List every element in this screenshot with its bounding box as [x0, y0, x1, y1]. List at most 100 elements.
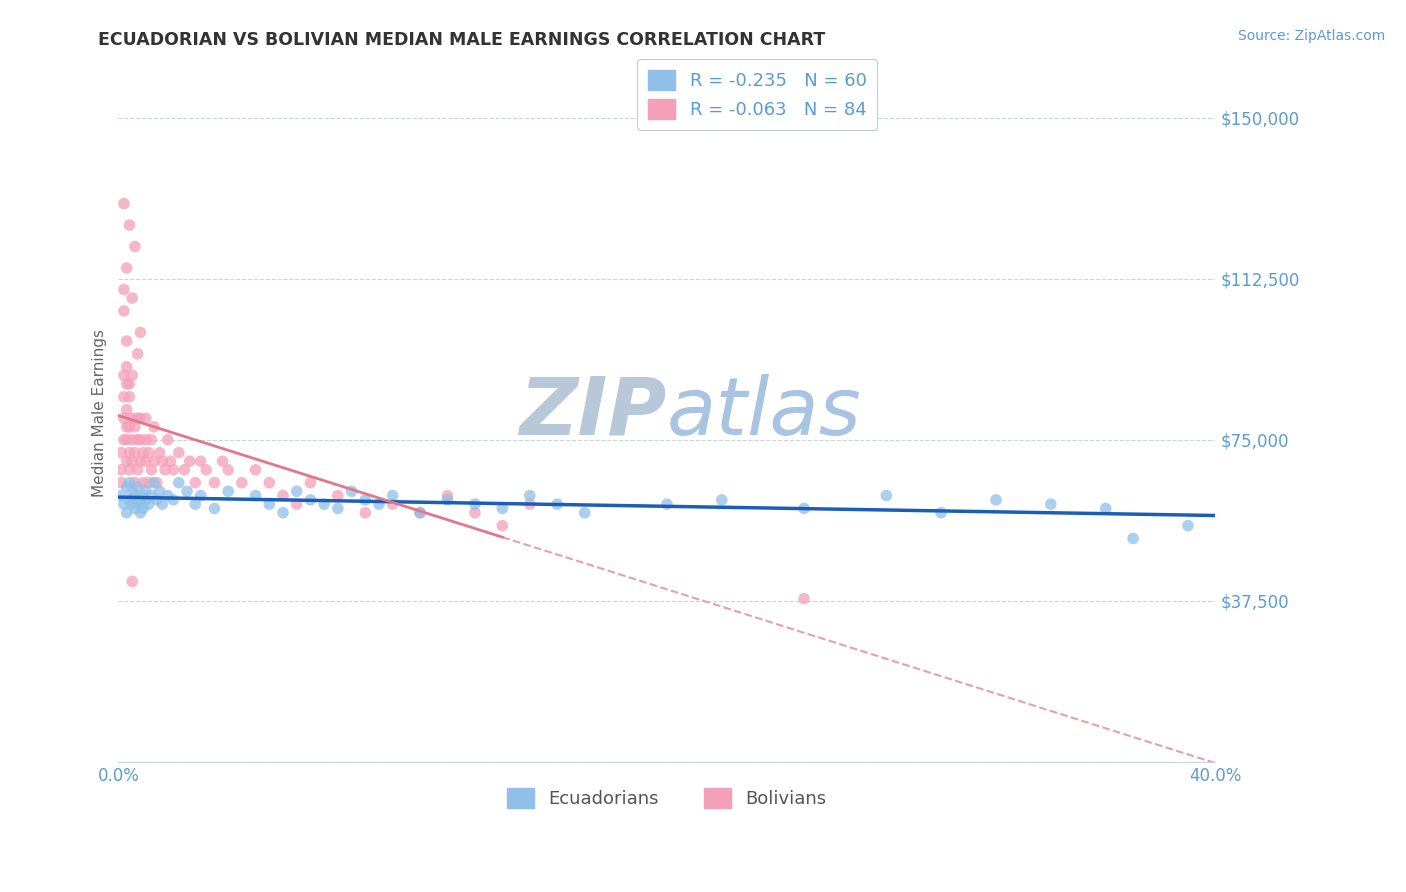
Point: [118, 492, 141, 507]
Point: [112, 283, 135, 297]
Point: [436, 492, 458, 507]
Point: [127, 480, 149, 494]
Point: [381, 489, 404, 503]
Point: [129, 411, 152, 425]
Point: [135, 492, 157, 507]
Point: [519, 489, 541, 503]
Point: [118, 445, 141, 459]
Point: [159, 454, 181, 468]
Point: [409, 506, 432, 520]
Point: [217, 484, 239, 499]
Point: [121, 291, 143, 305]
Point: [655, 497, 678, 511]
Point: [110, 463, 132, 477]
Text: Source: ZipAtlas.com: Source: ZipAtlas.com: [1237, 29, 1385, 43]
Point: [115, 433, 138, 447]
Point: [1094, 501, 1116, 516]
Point: [173, 463, 195, 477]
Point: [285, 497, 308, 511]
Point: [245, 489, 267, 503]
Point: [184, 497, 207, 511]
Point: [162, 492, 184, 507]
Point: [121, 411, 143, 425]
Point: [984, 492, 1007, 507]
Text: atlas: atlas: [666, 374, 862, 452]
Point: [115, 334, 138, 348]
Point: [110, 489, 132, 503]
Point: [217, 463, 239, 477]
Point: [354, 506, 377, 520]
Point: [132, 489, 155, 503]
Point: [127, 492, 149, 507]
Point: [162, 463, 184, 477]
Point: [124, 501, 146, 516]
Legend: Ecuadorians, Bolivians: Ecuadorians, Bolivians: [499, 781, 834, 815]
Point: [124, 489, 146, 503]
Point: [710, 492, 733, 507]
Point: [110, 475, 132, 490]
Point: [115, 454, 138, 468]
Point: [167, 475, 190, 490]
Point: [326, 501, 349, 516]
Point: [271, 506, 294, 520]
Point: [190, 454, 212, 468]
Point: [141, 463, 163, 477]
Point: [271, 489, 294, 503]
Point: [299, 492, 322, 507]
Point: [115, 506, 138, 520]
Point: [121, 484, 143, 499]
Point: [153, 463, 176, 477]
Point: [179, 454, 201, 468]
Point: [464, 497, 486, 511]
Point: [118, 390, 141, 404]
Point: [436, 489, 458, 503]
Point: [546, 497, 568, 511]
Point: [464, 506, 486, 520]
Point: [519, 497, 541, 511]
Point: [135, 484, 157, 499]
Point: [138, 475, 160, 490]
Point: [148, 445, 170, 459]
Point: [127, 463, 149, 477]
Point: [146, 475, 169, 490]
Point: [204, 501, 226, 516]
Point: [115, 402, 138, 417]
Point: [1122, 532, 1144, 546]
Point: [381, 497, 404, 511]
Point: [167, 445, 190, 459]
Point: [129, 433, 152, 447]
Point: [121, 497, 143, 511]
Y-axis label: Median Male Earnings: Median Male Earnings: [93, 329, 107, 497]
Point: [138, 445, 160, 459]
Point: [112, 304, 135, 318]
Point: [112, 497, 135, 511]
Point: [184, 475, 207, 490]
Point: [121, 574, 143, 589]
Point: [190, 489, 212, 503]
Point: [124, 420, 146, 434]
Point: [127, 411, 149, 425]
Point: [115, 376, 138, 391]
Point: [143, 454, 166, 468]
Point: [115, 480, 138, 494]
Point: [138, 497, 160, 511]
Point: [1039, 497, 1062, 511]
Point: [118, 218, 141, 232]
Point: [129, 326, 152, 340]
Point: [115, 359, 138, 374]
Point: [259, 497, 281, 511]
Point: [368, 497, 391, 511]
Point: [129, 454, 152, 468]
Point: [135, 411, 157, 425]
Point: [132, 475, 155, 490]
Point: [340, 484, 363, 499]
Point: [124, 239, 146, 253]
Point: [875, 489, 897, 503]
Point: [118, 475, 141, 490]
Point: [118, 463, 141, 477]
Point: [146, 492, 169, 507]
Point: [326, 489, 349, 503]
Point: [132, 445, 155, 459]
Point: [150, 497, 173, 511]
Point: [118, 376, 141, 391]
